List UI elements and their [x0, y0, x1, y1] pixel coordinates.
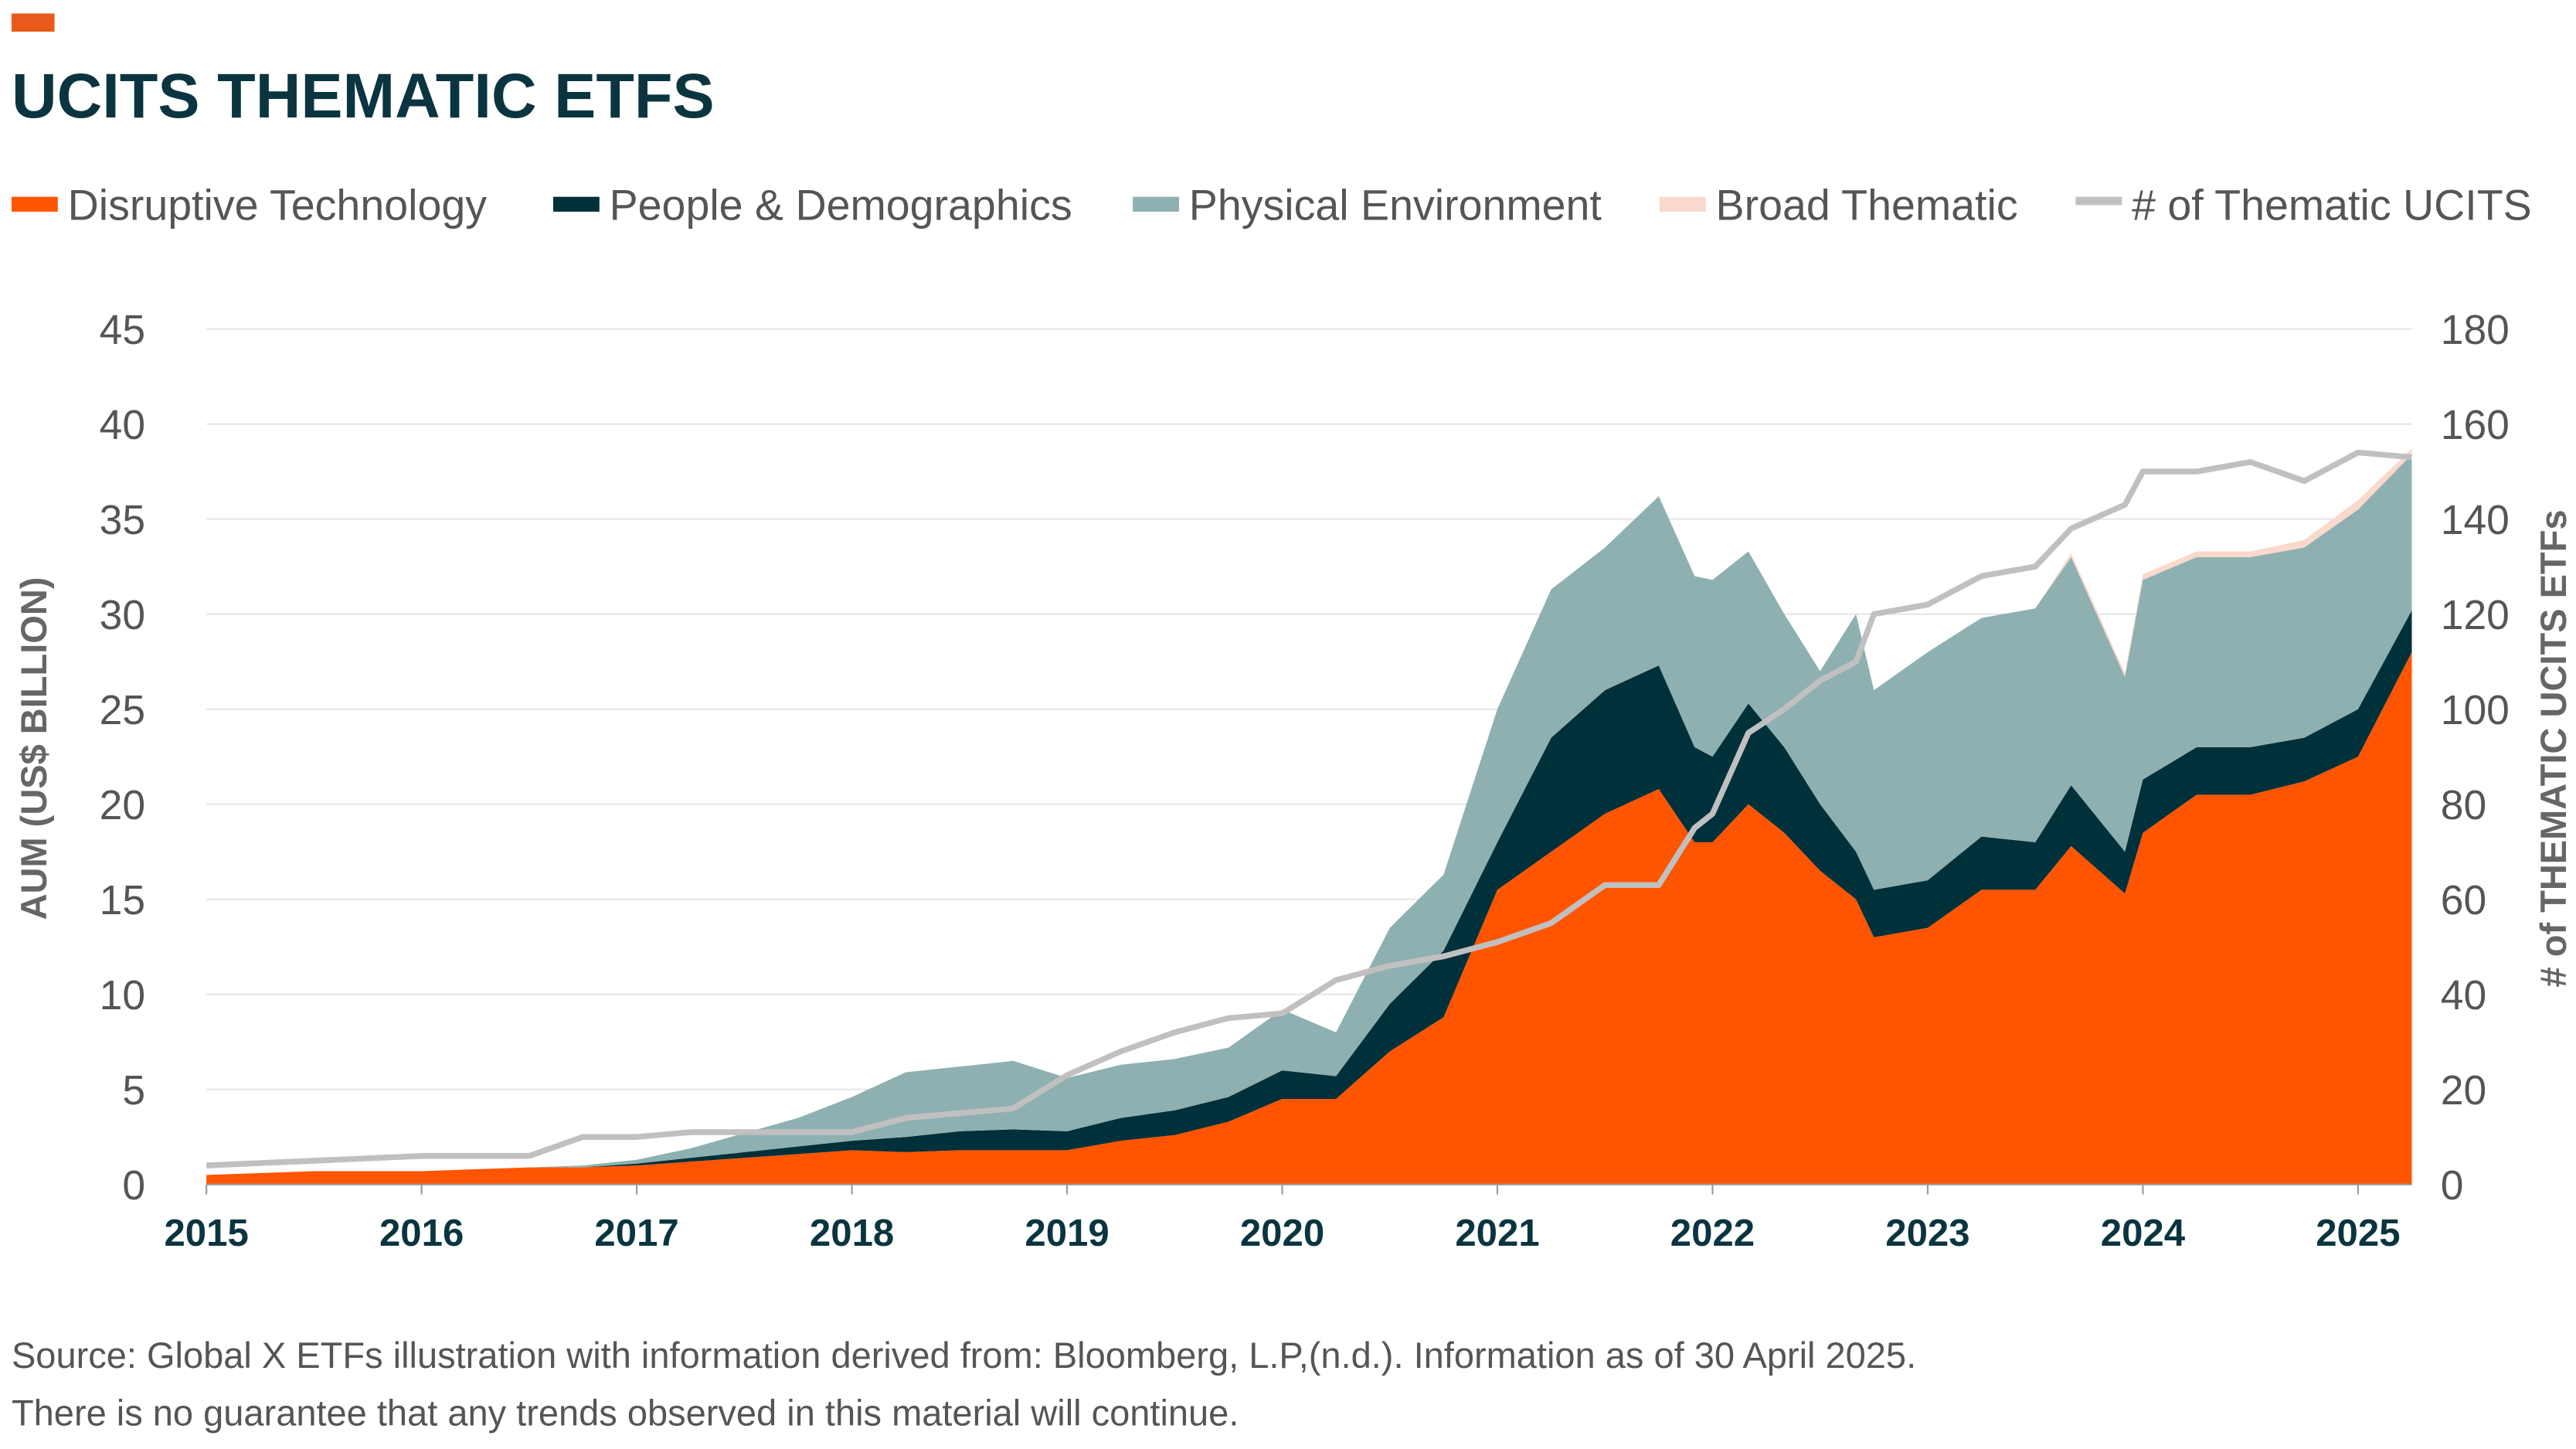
- y2-axis-label: # of THEMATIC UCITS ETFs: [2533, 510, 2574, 988]
- y2-tick-label: 20: [2441, 1068, 2486, 1114]
- legend-item: Physical Environment: [1133, 182, 1602, 230]
- y2-tick-label: 60: [2441, 878, 2486, 923]
- axes: 0510152025303540450204060801001201401601…: [100, 308, 2510, 1254]
- x-tick-label: 2020: [1240, 1213, 1324, 1254]
- legend-item: # of Thematic UCITS: [2075, 182, 2532, 230]
- footnote-source: Source: Global X ETFs illustration with …: [12, 1335, 1916, 1376]
- legend-label: Broad Thematic: [1716, 182, 2018, 230]
- y-axis-label: AUM (US$ BILLION): [13, 577, 54, 920]
- legend-label: People & Demographics: [610, 182, 1072, 230]
- legend-item: People & Demographics: [552, 182, 1072, 230]
- legend: Disruptive Technology People & Demographi…: [11, 182, 2532, 230]
- x-tick-label: 2016: [379, 1213, 464, 1254]
- y-tick-label: 45: [100, 308, 145, 353]
- y2-tick-label: 0: [2441, 1163, 2464, 1209]
- legend-swatch: [552, 196, 600, 212]
- y-tick-label: 40: [100, 403, 145, 448]
- x-tick-label: 2023: [1885, 1213, 1969, 1254]
- y-tick-label: 25: [100, 688, 145, 733]
- area-disruptive-technology: [206, 651, 2412, 1185]
- legend-swatch: [2075, 196, 2122, 206]
- y-tick-label: 5: [122, 1068, 145, 1114]
- x-tick-label: 2018: [810, 1213, 894, 1254]
- y2-tick-label: 160: [2441, 403, 2510, 448]
- area-physical-environment: [206, 454, 2412, 1175]
- legend-swatch: [11, 196, 58, 212]
- legend-label: # of Thematic UCITS: [2132, 182, 2532, 230]
- x-tick-label: 2017: [594, 1213, 678, 1254]
- x-tick-label: 2019: [1025, 1213, 1109, 1254]
- count-line: [206, 449, 2412, 1168]
- y-tick-label: 20: [100, 783, 145, 828]
- y2-tick-label: 120: [2441, 593, 2510, 638]
- gridlines: [206, 328, 2412, 1090]
- x-tick-label: 2015: [164, 1213, 248, 1254]
- y-tick-label: 10: [100, 973, 145, 1019]
- chart-title: UCITS THEMATIC ETFS: [12, 61, 715, 131]
- x-tick-label: 2022: [1670, 1213, 1755, 1254]
- y2-tick-label: 140: [2441, 498, 2510, 543]
- y2-tick-label: 40: [2441, 973, 2486, 1019]
- legend-swatch: [1659, 196, 1706, 212]
- area-people-demographics: [206, 610, 2412, 1175]
- y2-tick-label: 180: [2441, 308, 2510, 353]
- x-tick-label: 2024: [2101, 1213, 2186, 1254]
- y2-tick-label: 80: [2441, 783, 2486, 828]
- y-tick-label: 0: [122, 1163, 145, 1209]
- x-tick-label: 2021: [1455, 1213, 1539, 1254]
- x-tick-label: 2025: [2316, 1213, 2400, 1254]
- brand-mark: [11, 13, 55, 32]
- y-tick-label: 35: [100, 498, 145, 543]
- y-tick-label: 30: [100, 593, 145, 638]
- legend-item: Broad Thematic: [1659, 182, 2018, 230]
- y2-tick-label: 100: [2441, 688, 2510, 733]
- legend-item: Disruptive Technology: [11, 182, 488, 230]
- stacked-areas: [206, 448, 2412, 1185]
- y-tick-label: 15: [100, 878, 145, 923]
- legend-label: Disruptive Technology: [68, 182, 488, 230]
- legend-label: Physical Environment: [1189, 182, 1602, 230]
- legend-swatch: [1133, 196, 1179, 212]
- footnote-disclaimer: There is no guarantee that any trends ob…: [12, 1393, 1239, 1434]
